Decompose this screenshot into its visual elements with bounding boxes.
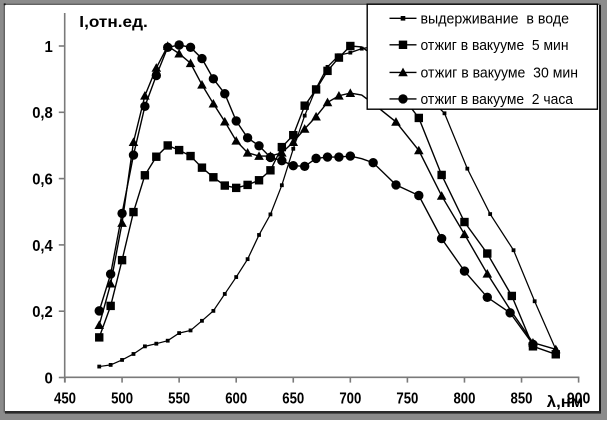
svg-text:600: 600: [225, 391, 247, 408]
svg-text:отжиг в вакууме 2 часа: отжиг в вакууме 2 часа: [421, 91, 574, 108]
svg-text:0,8: 0,8: [32, 105, 53, 122]
svg-text:0,6: 0,6: [32, 172, 53, 189]
svg-text:750: 750: [396, 391, 418, 408]
svg-text:850: 850: [511, 391, 533, 408]
svg-text:выдерживание в воде: выдерживание в воде: [421, 11, 570, 28]
svg-text:отжиг в вакууме 30 мин: отжиг в вакууме 30 мин: [421, 65, 579, 82]
svg-text:отжиг в вакууме 5 мин: отжиг в вакууме 5 мин: [421, 37, 569, 54]
svg-text:0: 0: [45, 370, 53, 387]
svg-text:I,отн.ед.: I,отн.ед.: [79, 14, 148, 31]
svg-text:λ,нм: λ,нм: [547, 394, 583, 411]
svg-text:650: 650: [282, 391, 304, 408]
svg-text:700: 700: [339, 391, 361, 408]
svg-text:0,4: 0,4: [32, 238, 53, 255]
svg-text:550: 550: [168, 391, 190, 408]
svg-text:450: 450: [54, 391, 76, 408]
svg-text:1: 1: [45, 39, 53, 56]
svg-text:900: 900: [567, 391, 591, 408]
svg-text:800: 800: [453, 391, 475, 408]
svg-text:500: 500: [111, 391, 133, 408]
svg-text:0,2: 0,2: [32, 304, 53, 321]
